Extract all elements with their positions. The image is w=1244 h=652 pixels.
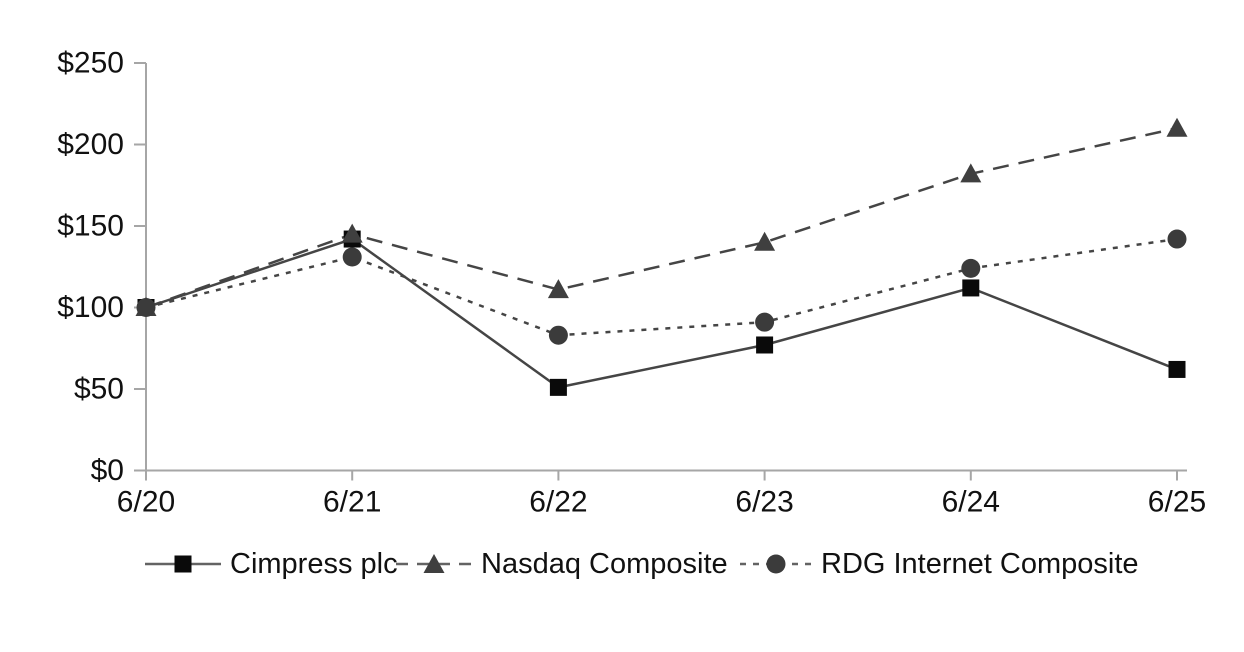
chart-legend: Cimpress plc Nasdaq Composite RDG Intern… [0,546,1244,582]
data-point-square [549,378,567,396]
data-point-square [1168,360,1186,378]
x-tick-label: 6/22 [529,486,587,519]
y-tick-label: $200 [57,128,124,161]
legend-item-nasdaq: Nasdaq Composite [396,546,728,582]
data-point-triangle [960,163,982,183]
y-tick-label: $250 [57,47,124,80]
data-point-circle [342,247,362,267]
y-tick-label: $150 [57,210,124,243]
data-point-triangle [1166,117,1188,137]
legend-item-rdg: RDG Internet Composite [740,546,1139,582]
legend-item-cimpress: Cimpress plc [145,546,398,582]
x-tick-label: 6/25 [1148,486,1206,519]
data-point-square [962,279,980,297]
data-point-circle [136,298,156,317]
series-line-0 [145,237,1178,389]
y-tick-label: $0 [91,454,124,487]
data-point-triangle [341,223,363,243]
data-point-circle [755,312,775,332]
legend-marker-triangle-dashed-line [396,554,472,573]
legend-label-nasdaq: Nasdaq Composite [481,548,728,580]
data-point-circle [548,325,568,345]
series-line-1 [145,126,1178,309]
data-point-circle [961,258,981,278]
x-tick-label: 6/23 [735,486,793,519]
x-tick-label: 6/24 [942,486,1000,519]
legend-label-rdg: RDG Internet Composite [821,548,1139,580]
x-tick-label: 6/20 [117,486,175,519]
data-point-square [756,336,774,354]
data-point-triangle [754,231,776,251]
legend-marker-square-solid-line [145,555,221,573]
data-point-triangle [547,279,569,299]
legend-marker-circle-dotted-line [740,554,812,574]
x-tick-label: 6/21 [323,486,381,519]
y-tick-label: $50 [74,373,124,406]
legend-label-cimpress: Cimpress plc [230,548,398,580]
data-point-circle [1167,229,1187,249]
y-tick-label: $100 [57,291,124,324]
